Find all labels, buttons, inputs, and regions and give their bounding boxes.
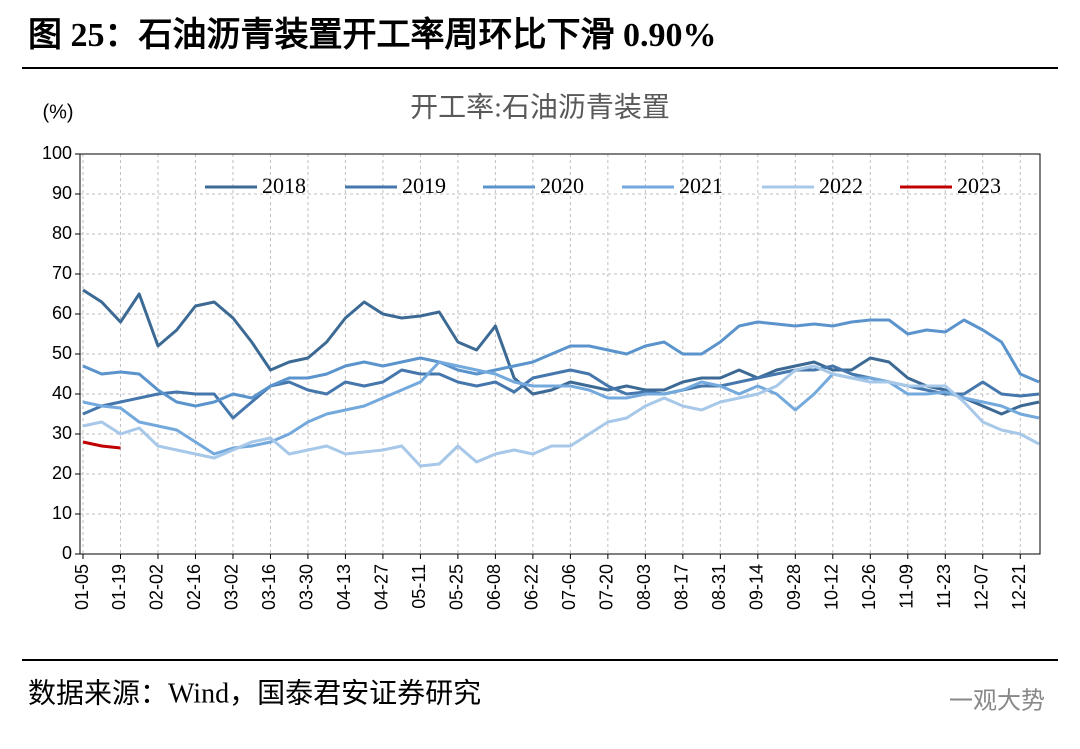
series-line [82, 364, 1040, 468]
x-tick-label: 03-02 [222, 564, 242, 610]
y-tick-label: 70 [52, 263, 72, 283]
legend-label: 2019 [402, 173, 446, 198]
x-tick-label: 07-06 [559, 564, 579, 610]
y-tick-label: 90 [52, 183, 72, 203]
series-line [82, 440, 121, 450]
x-tick-label: 09-28 [784, 564, 804, 610]
x-tick-label: 12-07 [972, 564, 992, 610]
legend-label: 2022 [819, 173, 863, 198]
x-tick-label: 08-03 [634, 564, 654, 610]
y-axis-label: (%) [42, 101, 73, 123]
x-tick-label: 03-16 [259, 564, 279, 610]
x-tick-label: 12-21 [1009, 564, 1029, 610]
watermark: 一观大势 [949, 687, 1045, 714]
y-tick-label: 60 [52, 303, 72, 323]
chart-title: 开工率:石油沥青装置 [410, 91, 670, 123]
x-tick-label: 04-27 [372, 564, 392, 610]
x-tick-label: 09-14 [747, 564, 767, 610]
x-tick-label: 10-26 [859, 564, 879, 610]
x-tick-label: 06-22 [522, 564, 542, 610]
x-tick-label: 08-17 [672, 564, 692, 610]
x-tick-label: 04-13 [334, 564, 354, 610]
y-tick-label: 80 [52, 223, 72, 243]
x-tick-label: 11-09 [897, 564, 917, 609]
x-tick-label: 05-11 [409, 564, 429, 609]
x-tick-label: 01-19 [109, 564, 129, 610]
x-tick-label: 06-08 [484, 564, 504, 610]
x-tick-label: 11-23 [934, 564, 954, 609]
y-tick-label: 40 [52, 383, 72, 403]
y-tick-label: 100 [42, 143, 72, 163]
x-tick-label: 05-25 [447, 564, 467, 610]
x-tick-label: 02-16 [184, 564, 204, 610]
legend-label: 2021 [679, 173, 723, 198]
plot-border [79, 153, 1041, 555]
y-tick-label: 30 [52, 423, 72, 443]
x-tick-label: 07-20 [597, 564, 617, 610]
legend-label: 2020 [540, 173, 584, 198]
x-tick-label: 08-31 [709, 564, 729, 610]
legend-label: 2018 [262, 173, 306, 198]
source: 数据来源：Wind，国泰君安证券研究 [28, 677, 481, 709]
plot: 0 10 20 30 40 50 60 70 80 90 100 01-05 01-19 02-02 02-… [42, 143, 1041, 610]
series-line [82, 318, 1040, 408]
y-tick-label: 10 [52, 503, 72, 523]
x-tick-label: 01-05 [72, 564, 92, 610]
y-tick-label: 50 [52, 343, 72, 363]
x-tick-label: 03-30 [297, 564, 317, 610]
x-tick-label: 02-02 [147, 564, 167, 610]
x-tick-label: 10-12 [822, 564, 842, 610]
y-tick-label: 0 [62, 543, 72, 563]
legend-label: 2023 [957, 173, 1001, 198]
header-title: 图 25：石油沥青装置开工率周环比下滑 0.90% [28, 16, 717, 54]
y-tick-label: 20 [52, 463, 72, 483]
